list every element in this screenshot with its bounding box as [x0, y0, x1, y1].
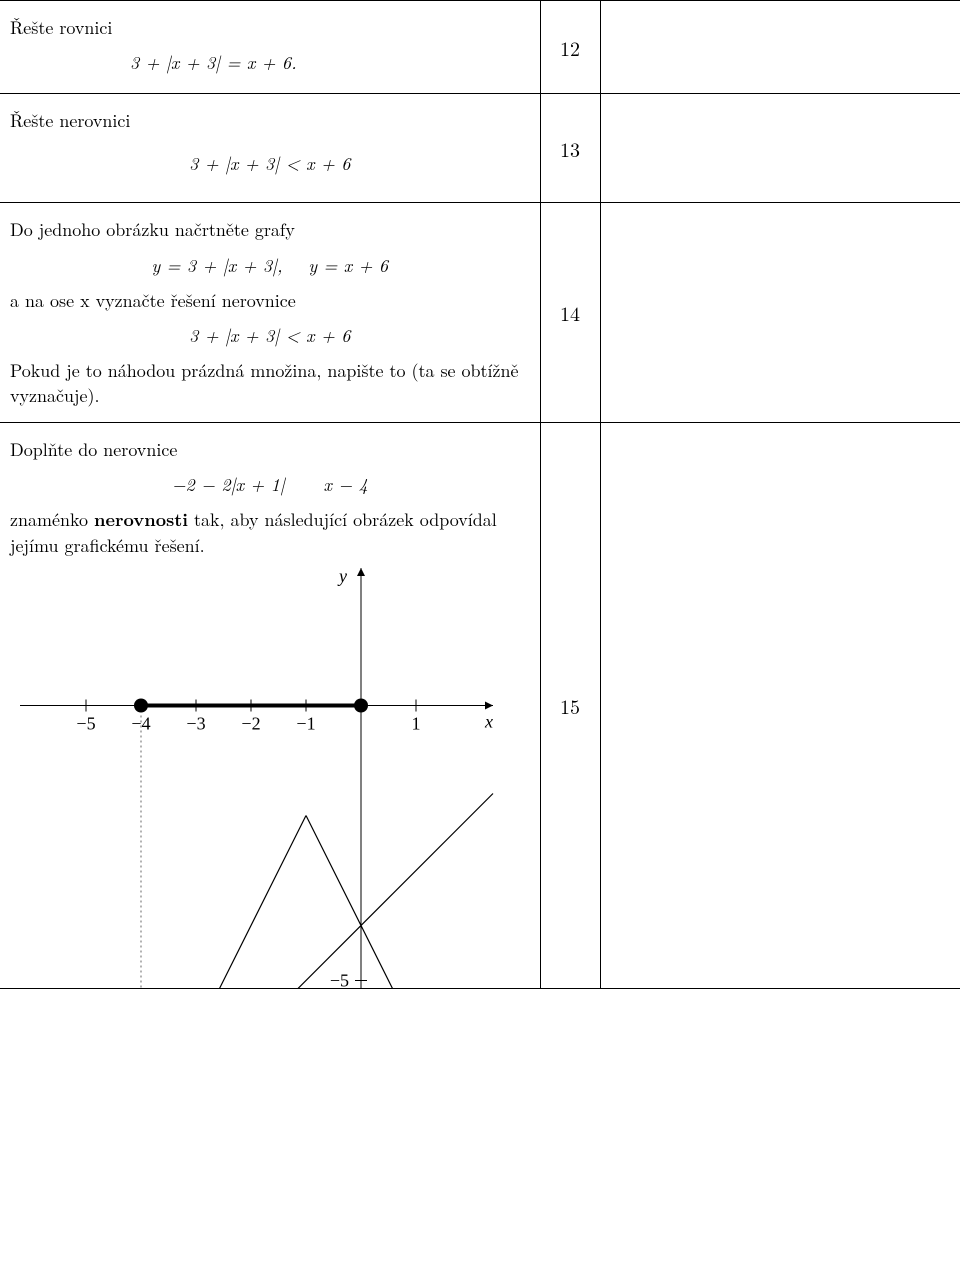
svg-text:−1: −1	[296, 713, 315, 733]
problem-p2: a na ose x vyznačte řešení nerovnice	[10, 288, 530, 313]
problem-equation: 3 + |x + 3| = x + 6.	[130, 50, 530, 75]
problem-number: 15	[540, 423, 600, 989]
problem-number: 12	[540, 1, 600, 94]
problem-p3: Pokud je to náhodou prázdná množina, nap…	[10, 358, 530, 408]
svg-text:−5: −5	[330, 970, 349, 988]
problem-p1: Do jednoho obrázku načrtněte grafy	[10, 217, 530, 242]
problem-row-15: Doplňte do nerovnice −2 − 2|x + 1| x − 4…	[0, 423, 960, 989]
answer-cell	[600, 94, 960, 203]
answer-cell	[600, 423, 960, 989]
answer-cell	[600, 1, 960, 94]
answer-cell	[600, 203, 960, 423]
svg-text:−5: −5	[76, 713, 95, 733]
problem-text: Řešte rovnici 3 + |x + 3| = x + 6.	[0, 1, 540, 94]
svg-text:−2: −2	[241, 713, 260, 733]
problem-eq1: y = 3 + |x + 3|, y = x + 6	[10, 253, 530, 278]
svg-text:−3: −3	[186, 713, 205, 733]
problem-equation: 3 + |x + 3| < x + 6	[10, 151, 530, 176]
svg-text:1: 1	[412, 713, 421, 733]
svg-text:x: x	[484, 711, 493, 731]
svg-text:y: y	[337, 568, 347, 586]
problem-eq1: −2 − 2|x + 1| x − 4	[10, 472, 530, 497]
solution-chart: xy−5−4−3−2−11−5−10	[20, 568, 520, 988]
problem-row-14: Do jednoho obrázku načrtněte grafy y = 3…	[0, 203, 960, 423]
problem-p1: Doplňte do nerovnice	[10, 437, 530, 462]
worksheet-table: Řešte rovnici 3 + |x + 3| = x + 6. 12 Ře…	[0, 0, 960, 989]
problem-text: Do jednoho obrázku načrtněte grafy y = 3…	[0, 203, 540, 423]
problem-eq2: 3 + |x + 3| < x + 6	[10, 323, 530, 348]
problem-text: Řešte nerovnici 3 + |x + 3| < x + 6	[0, 94, 540, 203]
problem-row-12: Řešte rovnici 3 + |x + 3| = x + 6. 12	[0, 1, 960, 94]
problem-text: Doplňte do nerovnice −2 − 2|x + 1| x − 4…	[0, 423, 540, 989]
problem-number: 14	[540, 203, 600, 423]
problem-row-13: Řešte nerovnici 3 + |x + 3| < x + 6 13	[0, 94, 960, 203]
problem-title: Řešte nerovnici	[10, 108, 530, 133]
problem-p2: znaménko nerovnosti tak, aby následující…	[10, 507, 530, 557]
problem-number: 13	[540, 94, 600, 203]
problem-title: Řešte rovnici	[10, 15, 530, 40]
